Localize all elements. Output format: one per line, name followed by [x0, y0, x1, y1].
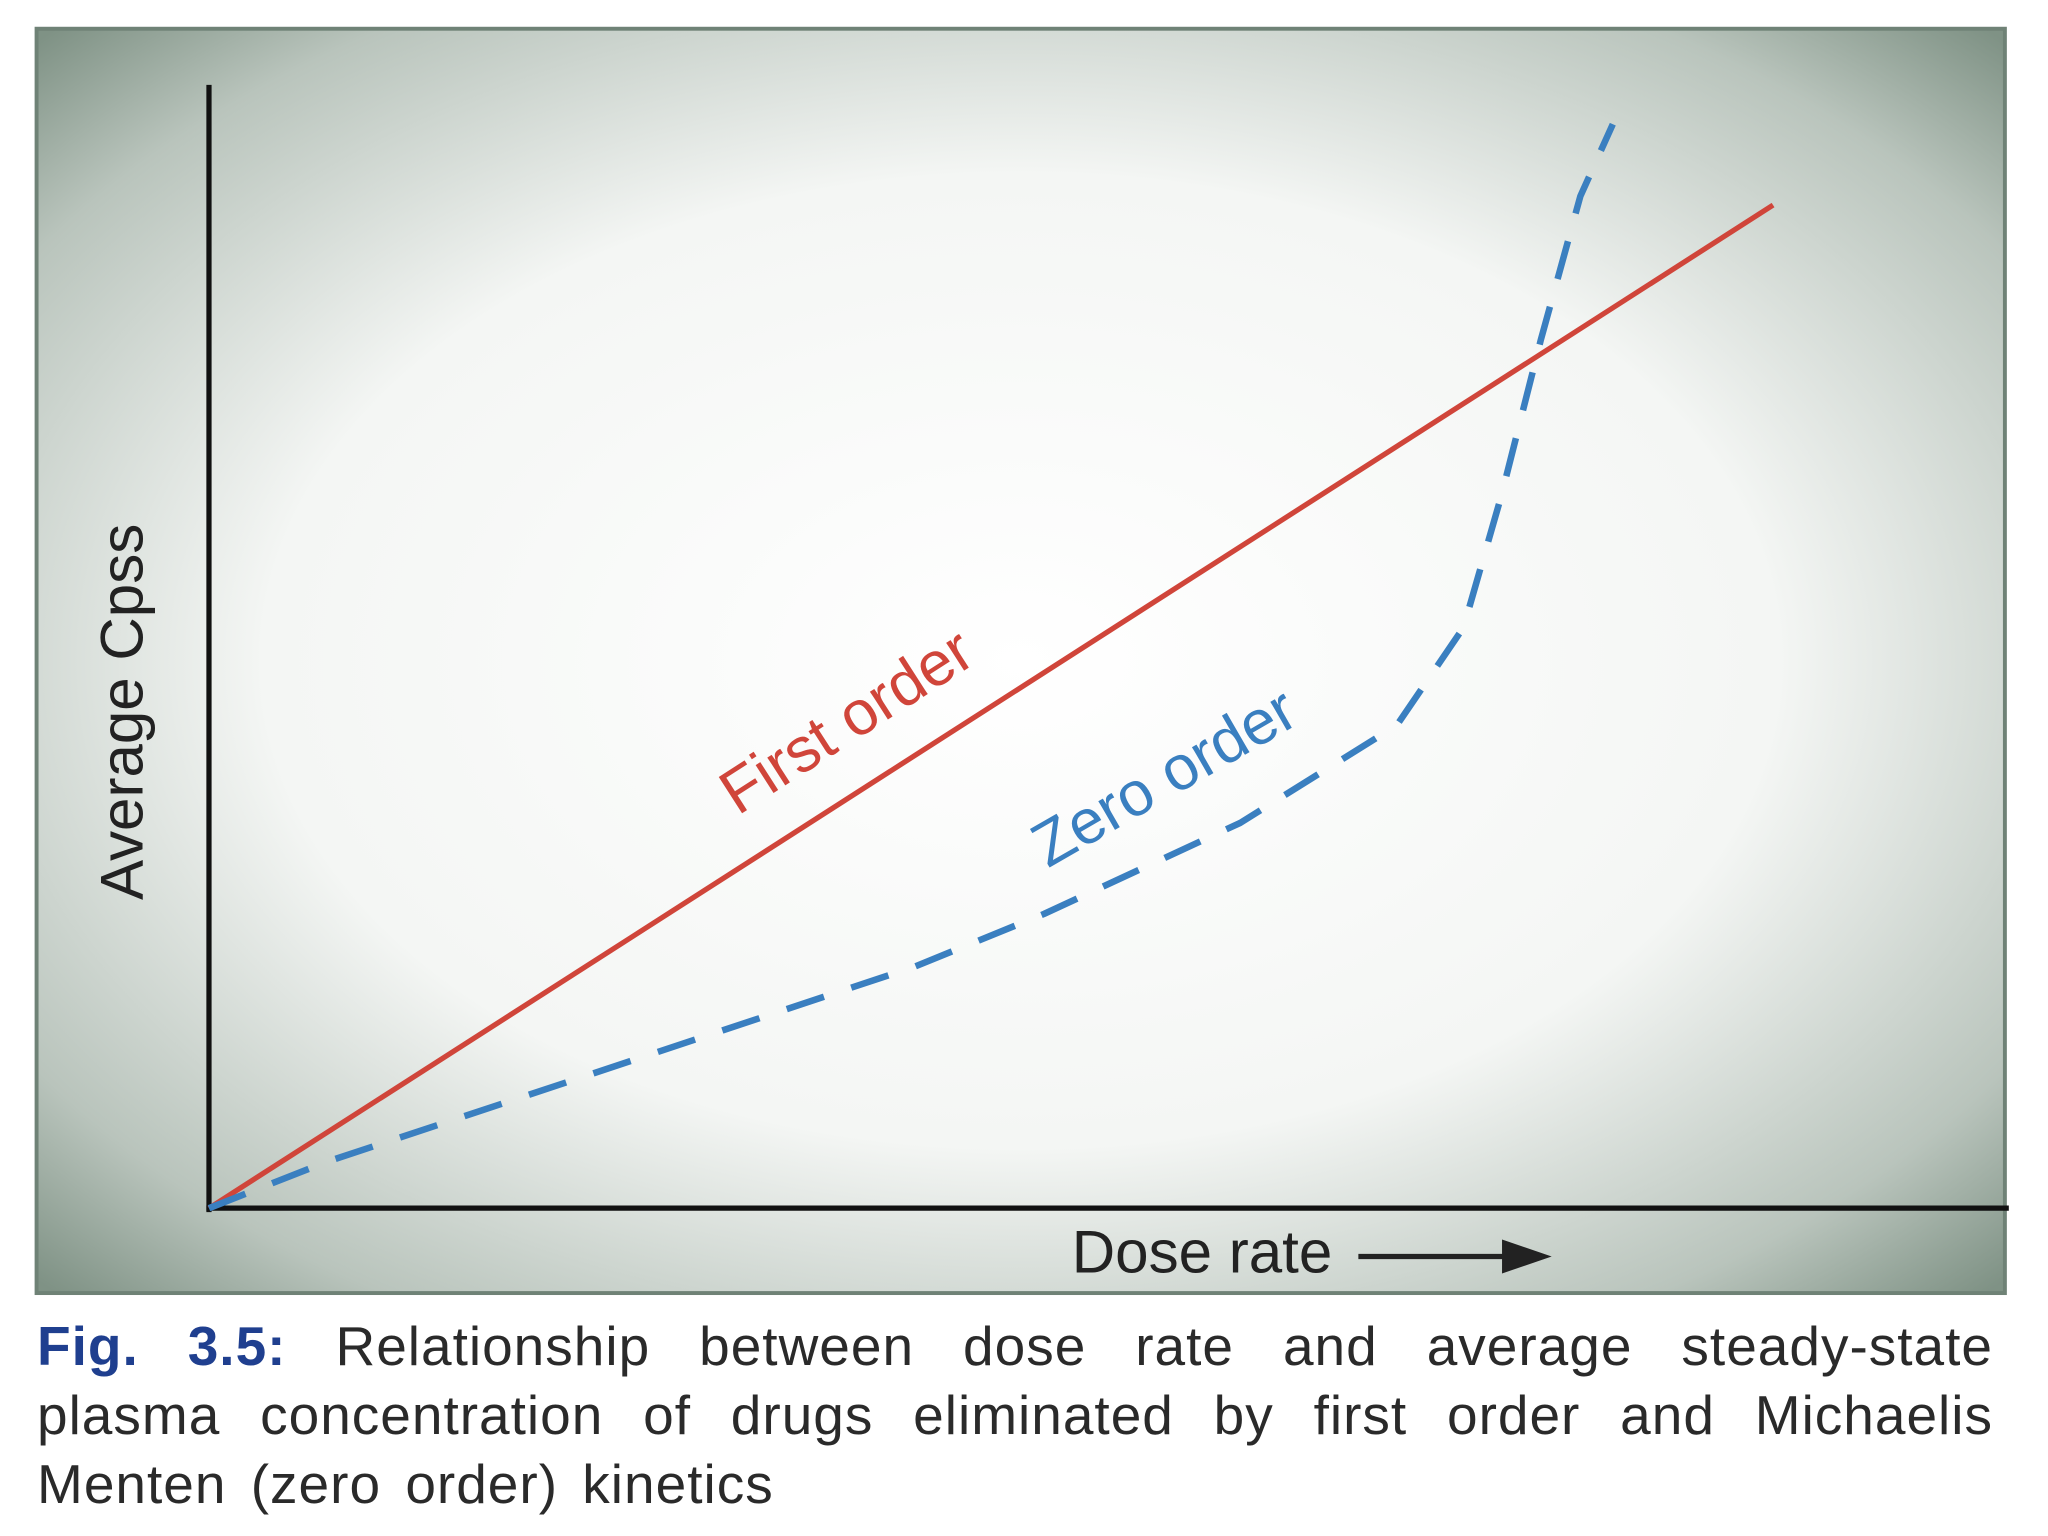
y-axis-title: Average Cpss — [89, 524, 156, 900]
caption: Fig. 3.5: Relationship between dose rate… — [37, 1312, 1993, 1519]
x-axis-title: Dose rate — [1072, 1218, 1332, 1285]
x-axis-arrowhead — [1502, 1239, 1552, 1274]
caption-text: Relationship between dose rate and avera… — [37, 1315, 1994, 1515]
plot-frame — [34, 26, 2007, 1296]
caption-label: Fig. 3.5: — [37, 1315, 287, 1377]
series-line — [207, 202, 1775, 1211]
series-line — [207, 122, 1616, 1212]
